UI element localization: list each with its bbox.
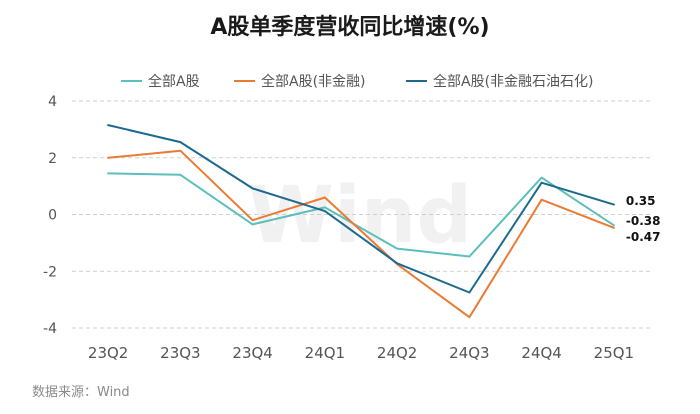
y-tick-label: -2 (43, 264, 57, 280)
end-data-label: 0.35 (626, 194, 656, 208)
legend-label-1: 全部A股 (148, 73, 200, 90)
series-line-1 (107, 172, 615, 258)
y-tick-label: 2 (48, 151, 57, 167)
end-data-label: -0.47 (626, 230, 661, 244)
source-note: 数据来源：Wind (32, 385, 130, 400)
y-axis: 4 2 0 -2 -4 (43, 94, 57, 337)
legend-label-3: 全部A股(非金融石油石化) (433, 73, 594, 90)
x-tick-label: 24Q2 (377, 344, 417, 362)
chart-title: A股单季度营收同比增速(%) (210, 14, 489, 40)
y-tick-label: 0 (48, 208, 57, 224)
x-tick-label: 23Q3 (160, 344, 200, 362)
end-data-label: -0.38 (626, 214, 661, 228)
series-line-3 (107, 124, 615, 294)
y-tick-label: 4 (48, 94, 57, 110)
x-tick-label: 24Q4 (521, 344, 561, 362)
x-tick-label: 25Q1 (594, 344, 634, 362)
x-axis: 23Q2 23Q3 23Q4 24Q1 24Q2 24Q3 24Q4 25Q1 (88, 344, 634, 362)
grid (72, 100, 650, 329)
y-tick-label: -4 (43, 321, 57, 337)
watermark: Wind (248, 171, 472, 261)
x-tick-label: 23Q2 (88, 344, 128, 362)
x-tick-label: 24Q3 (449, 344, 489, 362)
legend-label-2: 全部A股(非金融) (261, 73, 366, 90)
data-labels: -0.38 -0.47 0.35 (626, 194, 661, 244)
series-line-2 (107, 149, 615, 319)
legend: 全部A股 全部A股(非金融) 全部A股(非金融石油石化) (121, 73, 594, 90)
x-tick-label: 23Q4 (232, 344, 272, 362)
x-tick-label: 24Q1 (305, 344, 345, 362)
series-lines (107, 124, 615, 319)
